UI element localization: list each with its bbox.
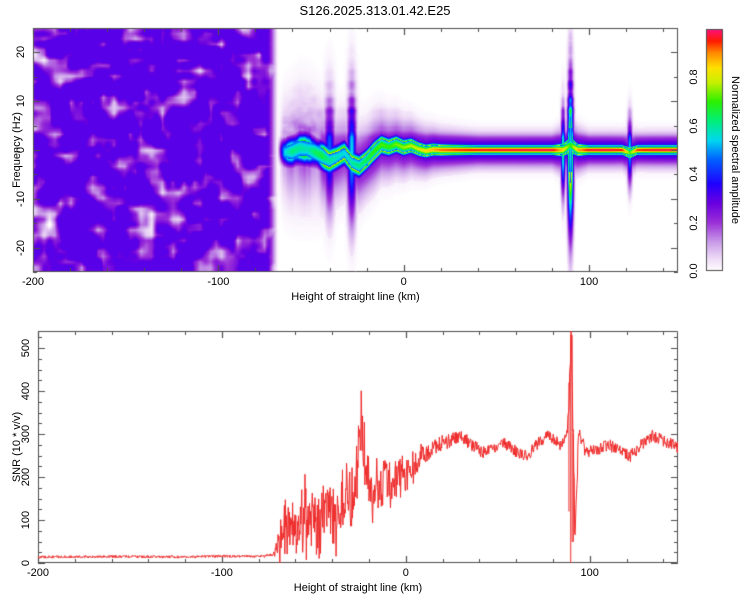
colorbar-axis-label: Normalized spectral amplitude — [729, 76, 741, 224]
snr-xtick-label-0: -200 — [26, 567, 50, 579]
spectrogram-xtick-label-1: -100 — [207, 276, 230, 288]
snr-xtick-label-2: 0 — [402, 567, 409, 579]
figure-title: S126.2025.313.01.42.E25 — [299, 3, 451, 18]
snr-xtick-label-1: -100 — [210, 567, 233, 579]
spectrogram-xaxis-label: Height of straight line (km) — [291, 291, 420, 303]
colorbar-tick-label-4: 0.8 — [688, 69, 700, 86]
spectrogram-xtick-label-3: 100 — [579, 276, 599, 288]
spectrogram-yaxis-label: Frequency (Hz) — [11, 112, 23, 188]
spectrogram-xtick-label-0: -200 — [21, 276, 45, 288]
snr-xtick-label-3: 100 — [580, 567, 599, 579]
snr-yaxis-label: SNR (10 * v/v) — [11, 411, 23, 483]
spectrogram-xtick-label-2: 0 — [400, 276, 407, 288]
snr-xaxis-label: Height of straight line (km) — [293, 582, 423, 594]
